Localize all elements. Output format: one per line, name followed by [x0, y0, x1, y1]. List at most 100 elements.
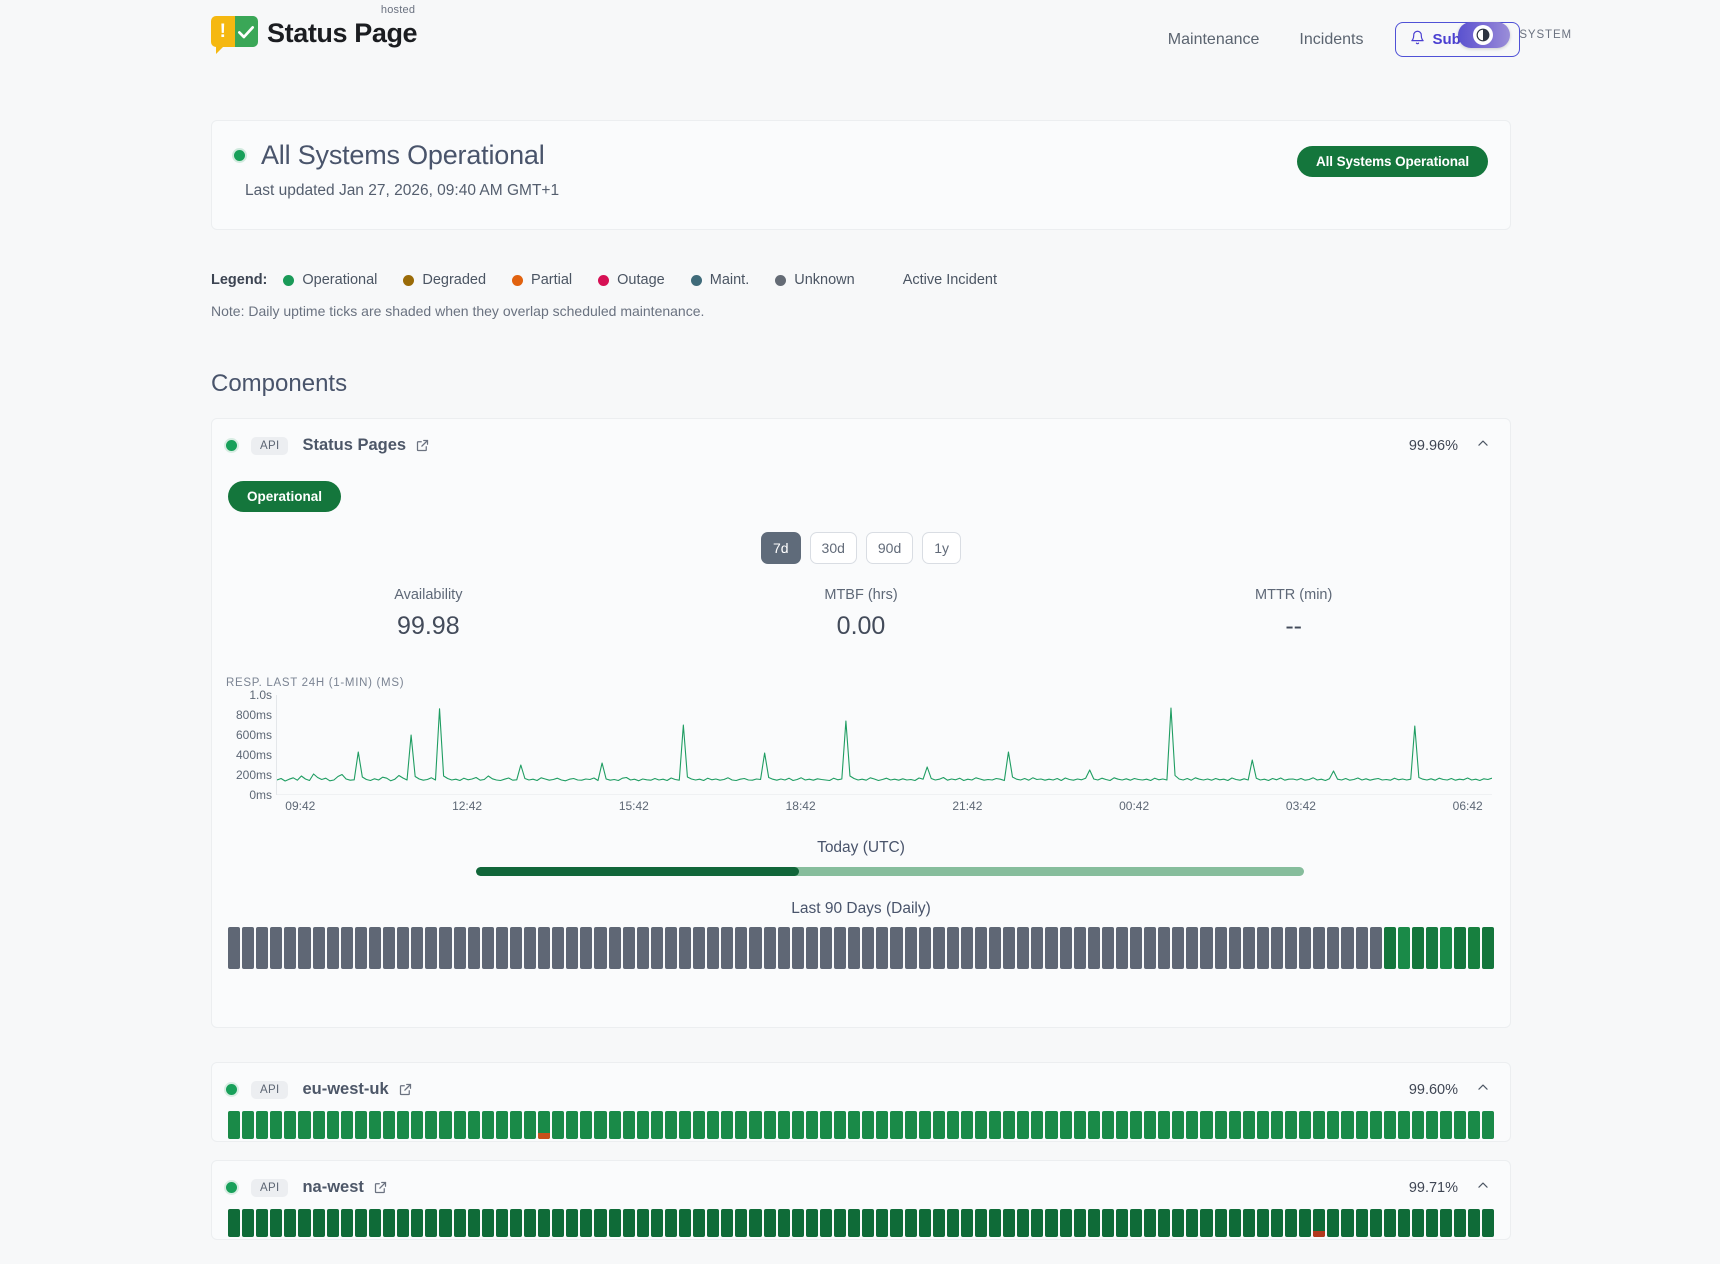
uptime-tick[interactable] [622, 1111, 635, 1139]
uptime-tick[interactable] [622, 1209, 635, 1237]
uptime-tick[interactable] [636, 1209, 649, 1237]
uptime-tick[interactable] [989, 1111, 1002, 1139]
uptime-tick[interactable] [1369, 1111, 1382, 1139]
uptime-tick[interactable] [890, 1111, 903, 1139]
uptime-tick[interactable] [1045, 1111, 1058, 1139]
uptime-tick[interactable] [876, 1111, 889, 1139]
uptime-tick[interactable] [1172, 927, 1185, 969]
uptime-tick[interactable] [354, 927, 367, 969]
uptime-tick[interactable] [989, 1209, 1002, 1237]
uptime-tick[interactable] [1468, 1209, 1481, 1237]
uptime-tick[interactable] [242, 1209, 255, 1237]
uptime-tick[interactable] [679, 1111, 692, 1139]
uptime-tick[interactable] [890, 927, 903, 969]
uptime-tick[interactable] [242, 927, 255, 969]
range-button-30d[interactable]: 30d [809, 532, 857, 564]
uptime-tick[interactable] [467, 1209, 480, 1237]
uptime-tick[interactable] [566, 1209, 579, 1237]
uptime-tick[interactable] [848, 927, 861, 969]
uptime-tick[interactable] [580, 927, 593, 969]
uptime-tick[interactable] [1073, 927, 1086, 969]
uptime-tick[interactable] [1144, 1111, 1157, 1139]
uptime-tick[interactable] [1115, 1111, 1128, 1139]
uptime-tick[interactable] [932, 1209, 945, 1237]
uptime-tick[interactable] [735, 1111, 748, 1139]
uptime-tick[interactable] [679, 927, 692, 969]
uptime-tick[interactable] [411, 1209, 424, 1237]
uptime-tick[interactable] [819, 927, 833, 969]
uptime-tick[interactable] [876, 927, 889, 969]
logo[interactable]: ! Status Page hosted [211, 4, 418, 54]
uptime-tick[interactable] [580, 1111, 593, 1139]
uptime-tick[interactable] [664, 1111, 677, 1139]
uptime-tick[interactable] [1425, 1209, 1439, 1237]
uptime-tick[interactable] [1468, 1111, 1481, 1139]
uptime-tick[interactable] [439, 1111, 452, 1139]
uptime-tick[interactable] [1073, 1209, 1086, 1237]
uptime-tick[interactable] [890, 1209, 903, 1237]
uptime-tick[interactable] [1299, 927, 1312, 969]
uptime-tick[interactable] [664, 927, 677, 969]
uptime-tick[interactable] [1172, 1209, 1185, 1237]
uptime-tick[interactable] [974, 927, 988, 969]
uptime-tick[interactable] [791, 927, 804, 969]
uptime-tick[interactable] [636, 1111, 649, 1139]
uptime-tick[interactable] [1383, 1209, 1396, 1237]
uptime-tick[interactable] [1045, 1209, 1058, 1237]
uptime-tick[interactable] [284, 1111, 297, 1139]
uptime-tick[interactable] [1327, 1111, 1340, 1139]
uptime-tick[interactable] [368, 1209, 382, 1237]
uptime-tick[interactable] [650, 1209, 663, 1237]
uptime-tick[interactable] [1186, 1209, 1199, 1237]
uptime-tick[interactable] [1383, 1111, 1396, 1139]
uptime-tick[interactable] [1299, 1111, 1312, 1139]
uptime-tick[interactable] [340, 1209, 353, 1237]
uptime-tick[interactable] [608, 1209, 621, 1237]
uptime-tick[interactable] [1172, 1111, 1185, 1139]
uptime-tick[interactable] [1186, 927, 1199, 969]
uptime-tick[interactable] [1454, 1209, 1467, 1237]
uptime-tick[interactable] [960, 927, 973, 969]
theme-toggle[interactable] [1458, 22, 1511, 48]
uptime-tick[interactable] [425, 927, 438, 969]
expand-chevron-icon[interactable] [1476, 1081, 1490, 1100]
uptime-tick[interactable] [622, 927, 635, 969]
uptime-tick[interactable] [1186, 1111, 1199, 1139]
uptime-tick[interactable] [636, 927, 649, 969]
uptime-tick[interactable] [679, 1209, 692, 1237]
uptime-tick[interactable] [848, 1209, 861, 1237]
uptime-tick[interactable] [1101, 1111, 1114, 1139]
uptime-tick[interactable] [1017, 927, 1030, 969]
uptime-tick[interactable] [1214, 927, 1227, 969]
uptime-tick[interactable] [1440, 927, 1453, 969]
uptime-tick[interactable] [354, 1111, 367, 1139]
uptime-tick[interactable] [580, 1209, 593, 1237]
external-link-icon[interactable] [398, 1082, 413, 1097]
uptime-tick[interactable] [270, 1111, 283, 1139]
uptime-tick[interactable] [777, 1209, 790, 1237]
uptime-tick[interactable] [1200, 1111, 1213, 1139]
uptime-tick[interactable] [763, 1111, 776, 1139]
uptime-tick[interactable] [298, 1209, 311, 1237]
uptime-tick[interactable] [594, 927, 607, 969]
uptime-tick[interactable] [1045, 927, 1058, 969]
uptime-tick[interactable] [1411, 927, 1424, 969]
uptime-tick[interactable] [481, 1111, 494, 1139]
uptime-tick[interactable] [1411, 1209, 1424, 1237]
uptime-tick[interactable] [1270, 927, 1284, 969]
external-link-icon[interactable] [373, 1180, 388, 1195]
uptime-tick[interactable] [1031, 1111, 1044, 1139]
uptime-tick[interactable] [397, 1209, 410, 1237]
uptime-tick[interactable] [1355, 1111, 1368, 1139]
uptime-tick[interactable] [763, 927, 776, 969]
uptime-tick[interactable] [819, 1111, 833, 1139]
uptime-tick[interactable] [509, 1111, 522, 1139]
uptime-tick[interactable] [1355, 927, 1368, 969]
uptime-tick[interactable] [383, 1209, 396, 1237]
uptime-tick[interactable] [1003, 927, 1016, 969]
uptime-tick[interactable] [552, 1209, 565, 1237]
uptime-tick[interactable] [509, 927, 522, 969]
uptime-tick[interactable] [1144, 927, 1157, 969]
uptime-tick[interactable] [425, 1111, 438, 1139]
uptime-tick[interactable] [538, 1209, 551, 1237]
